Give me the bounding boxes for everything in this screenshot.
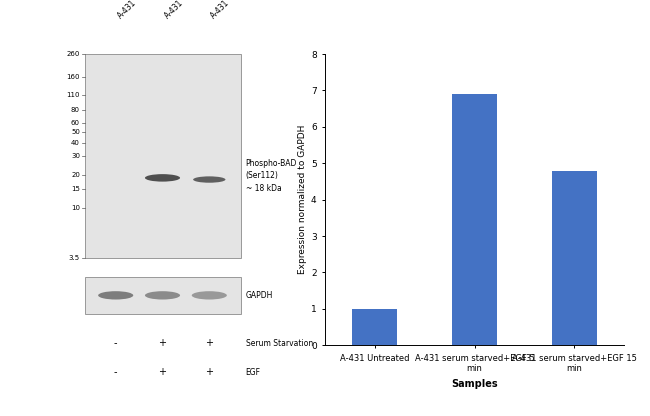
Text: 30: 30 <box>71 153 80 159</box>
Text: 60: 60 <box>71 121 80 126</box>
Text: 15: 15 <box>71 186 80 192</box>
Text: +: + <box>159 338 166 348</box>
Text: Phospho-BAD
(Ser112)
~ 18 kDa: Phospho-BAD (Ser112) ~ 18 kDa <box>246 159 297 193</box>
Text: 110: 110 <box>66 92 80 98</box>
Bar <box>452 94 497 345</box>
Text: +: + <box>159 367 166 377</box>
Text: EGF: EGF <box>246 368 261 377</box>
Bar <box>352 309 397 345</box>
Text: +: + <box>205 367 213 377</box>
Ellipse shape <box>193 176 226 183</box>
Text: -: - <box>114 367 118 377</box>
Text: 50: 50 <box>71 129 80 135</box>
Text: A-431: A-431 <box>116 0 138 21</box>
Text: 20: 20 <box>71 173 80 178</box>
X-axis label: Samples: Samples <box>451 379 498 389</box>
Text: 40: 40 <box>71 140 80 146</box>
Text: 260: 260 <box>66 51 80 57</box>
Text: 3.5: 3.5 <box>69 255 80 261</box>
Text: A-431: A-431 <box>209 0 231 21</box>
Ellipse shape <box>98 291 133 300</box>
Text: +: + <box>205 338 213 348</box>
Text: 160: 160 <box>66 74 80 80</box>
Text: GAPDH: GAPDH <box>246 291 273 300</box>
Text: A-431: A-431 <box>162 0 185 21</box>
Ellipse shape <box>145 174 180 182</box>
Bar <box>552 171 597 345</box>
Ellipse shape <box>192 291 227 300</box>
FancyBboxPatch shape <box>84 277 240 314</box>
Text: 80: 80 <box>71 107 80 113</box>
Ellipse shape <box>145 291 180 300</box>
Text: 10: 10 <box>71 205 80 211</box>
FancyBboxPatch shape <box>84 54 240 258</box>
Text: -: - <box>114 338 118 348</box>
Y-axis label: Expression normalized to GAPDH: Expression normalized to GAPDH <box>298 125 307 275</box>
Text: Serum Starvation: Serum Starvation <box>246 339 313 348</box>
